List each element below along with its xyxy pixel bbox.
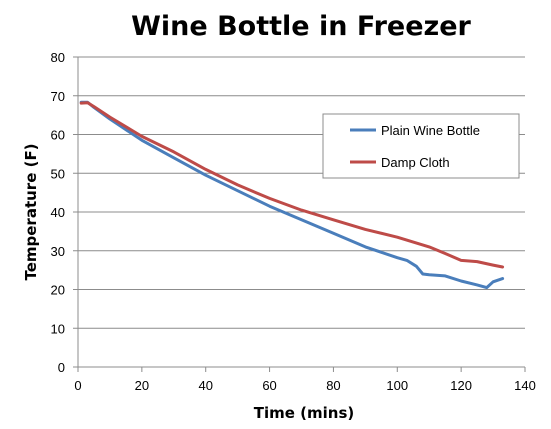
y-tick-label-50: 50 — [51, 166, 65, 181]
legend-label-damp-cloth: Damp Cloth — [381, 155, 450, 170]
series-layer — [79, 100, 505, 290]
y-tick-label-20: 20 — [51, 283, 65, 298]
x-tick-label-40: 40 — [198, 378, 212, 393]
y-tick-label-10: 10 — [51, 321, 65, 336]
y-tick-labels: 0 10 20 30 40 50 60 70 80 — [51, 50, 78, 375]
x-tick-label-120: 120 — [450, 378, 472, 393]
y-tick-label-0: 0 — [58, 360, 65, 375]
y-tick-label-60: 60 — [51, 128, 65, 143]
x-tick-label-140: 140 — [514, 378, 536, 393]
legend: Plain Wine Bottle Damp Cloth — [322, 113, 520, 179]
series-line-damp-cloth — [79, 101, 505, 269]
x-tick-labels: 0 20 40 60 80 100 120 140 — [74, 367, 536, 393]
legend-label-plain-wine-bottle: Plain Wine Bottle — [381, 123, 480, 138]
x-tick-label-0: 0 — [74, 378, 81, 393]
x-tick-label-60: 60 — [262, 378, 276, 393]
y-tick-label-80: 80 — [51, 50, 65, 65]
x-tick-label-80: 80 — [326, 378, 340, 393]
y-tick-label-40: 40 — [51, 205, 65, 220]
x-tick-label-20: 20 — [135, 378, 149, 393]
gridlines — [78, 56, 525, 329]
y-axis-title: Temperature (F) — [22, 143, 40, 280]
y-tick-label-70: 70 — [51, 89, 65, 104]
x-tick-label-100: 100 — [386, 378, 408, 393]
y-tick-label-30: 30 — [51, 244, 65, 259]
x-axis-title: Time (mins) — [254, 404, 355, 422]
legend-box — [322, 113, 520, 179]
chart-title: Wine Bottle in Freezer — [131, 11, 471, 42]
series-line-plain-wine-bottle — [79, 100, 505, 290]
